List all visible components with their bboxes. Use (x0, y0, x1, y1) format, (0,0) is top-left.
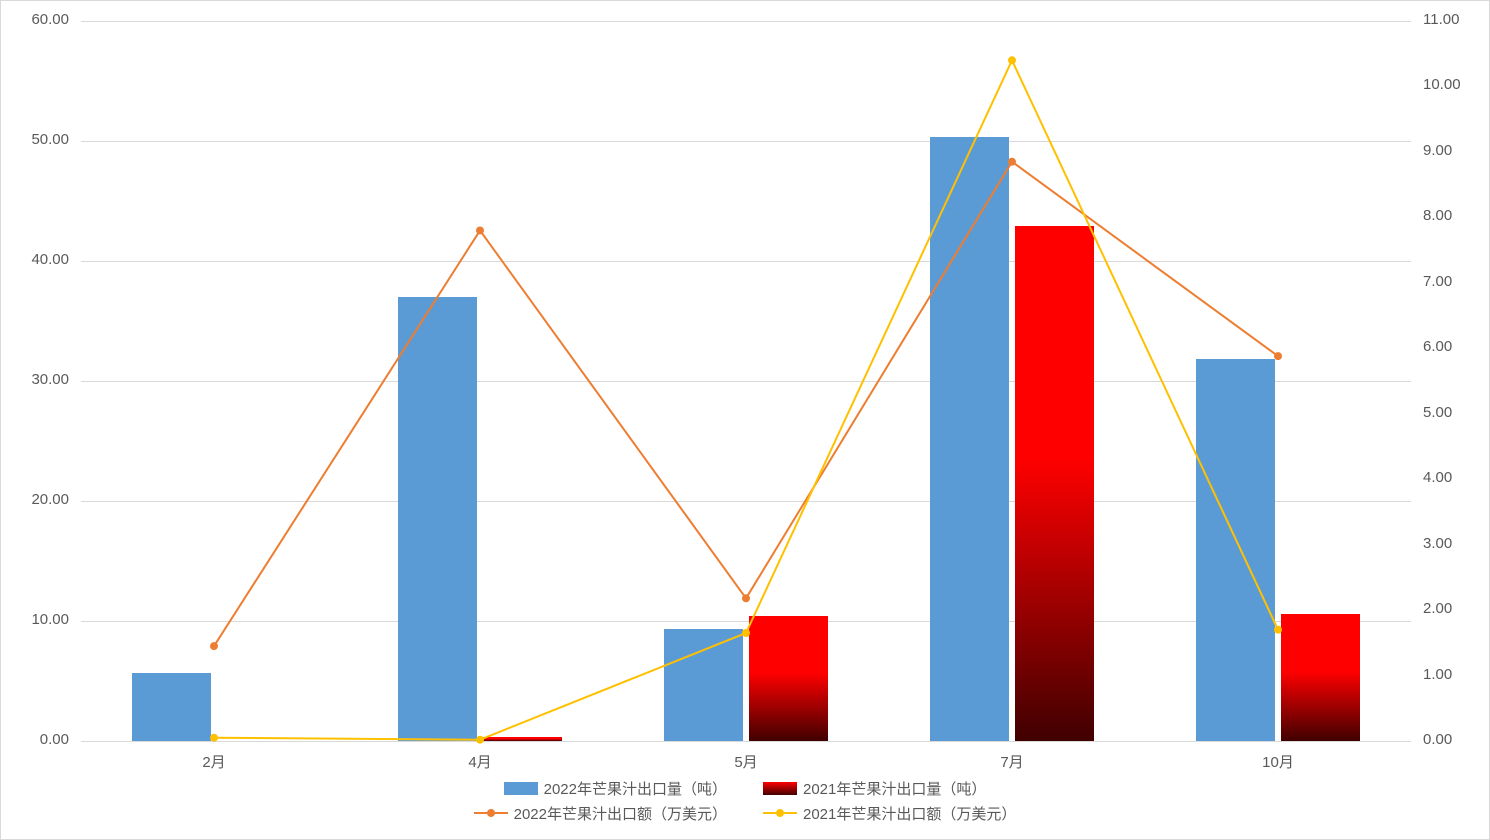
x-tick-label: 10月 (1262, 751, 1294, 772)
y-right-tick-label: 6.00 (1423, 338, 1452, 355)
legend-item: 2021年芒果汁出口额（万美元） (763, 803, 1016, 824)
legend-line-icon (763, 812, 797, 814)
legend-label: 2022年芒果汁出口额（万美元） (514, 803, 727, 824)
y-left-tick-label: 40.00 (1, 251, 69, 268)
legend-row: 2022年芒果汁出口额（万美元） 2021年芒果汁出口额（万美元） (1, 801, 1489, 824)
y-right-tick-label: 2.00 (1423, 600, 1452, 617)
grid-line (81, 741, 1411, 742)
y-right-tick-label: 5.00 (1423, 404, 1452, 421)
y-left-tick-label: 60.00 (1, 11, 69, 28)
line-val_2021 (214, 60, 1278, 739)
y-left-tick-label: 30.00 (1, 371, 69, 388)
legend-row: 2022年芒果汁出口量（吨） 2021年芒果汁出口量（吨） (1, 778, 1489, 799)
legend-line-icon (474, 812, 508, 814)
bar-vol_2021 (483, 737, 562, 741)
legend-label: 2021年芒果汁出口额（万美元） (803, 803, 1016, 824)
plot-area (81, 21, 1411, 741)
y-right-tick-label: 9.00 (1423, 142, 1452, 159)
y-left-tick-label: 20.00 (1, 491, 69, 508)
legend-item: 2021年芒果汁出口量（吨） (763, 778, 986, 799)
y-right-tick-label: 1.00 (1423, 666, 1452, 683)
bar-vol_2022 (398, 297, 477, 741)
marker-val_2022 (1008, 158, 1016, 166)
line-val_2022 (214, 162, 1278, 646)
grid-line (81, 261, 1411, 262)
bar-vol_2021 (1015, 226, 1094, 741)
y-right-tick-label: 11.00 (1423, 11, 1459, 28)
y-right-tick-label: 3.00 (1423, 535, 1452, 552)
grid-line (81, 21, 1411, 22)
bar-vol_2022 (1196, 359, 1275, 741)
y-right-tick-label: 4.00 (1423, 469, 1452, 486)
x-tick-label: 5月 (734, 751, 757, 772)
bar-vol_2022 (132, 673, 211, 741)
grid-line (81, 141, 1411, 142)
x-tick-label: 7月 (1000, 751, 1023, 772)
y-right-tick-label: 10.00 (1423, 76, 1461, 93)
bar-vol_2022 (664, 629, 743, 741)
bar-vol_2021 (1281, 614, 1360, 741)
marker-val_2022 (476, 226, 484, 234)
marker-val_2021 (1008, 56, 1016, 64)
legend-label: 2022年芒果汁出口量（吨） (544, 778, 727, 799)
x-tick-label: 2月 (202, 751, 225, 772)
y-left-tick-label: 50.00 (1, 131, 69, 148)
legend: 2022年芒果汁出口量（吨）2021年芒果汁出口量（吨）2022年芒果汁出口额（… (1, 776, 1489, 826)
y-right-tick-label: 0.00 (1423, 731, 1452, 748)
y-right-tick-label: 8.00 (1423, 207, 1452, 224)
x-tick-label: 4月 (468, 751, 491, 772)
combo-chart: 2022年芒果汁出口量（吨）2021年芒果汁出口量（吨）2022年芒果汁出口额（… (0, 0, 1490, 840)
y-left-tick-label: 0.00 (1, 731, 69, 748)
legend-item: 2022年芒果汁出口额（万美元） (474, 803, 727, 824)
bar-vol_2022 (930, 137, 1009, 741)
legend-swatch-icon (504, 782, 538, 795)
y-left-tick-label: 10.00 (1, 611, 69, 628)
marker-val_2022 (742, 594, 750, 602)
bar-vol_2021 (749, 616, 828, 741)
marker-val_2022 (210, 642, 218, 650)
legend-label: 2021年芒果汁出口量（吨） (803, 778, 986, 799)
y-right-tick-label: 7.00 (1423, 273, 1452, 290)
legend-swatch-icon (763, 782, 797, 795)
legend-item: 2022年芒果汁出口量（吨） (504, 778, 727, 799)
marker-val_2022 (1274, 352, 1282, 360)
